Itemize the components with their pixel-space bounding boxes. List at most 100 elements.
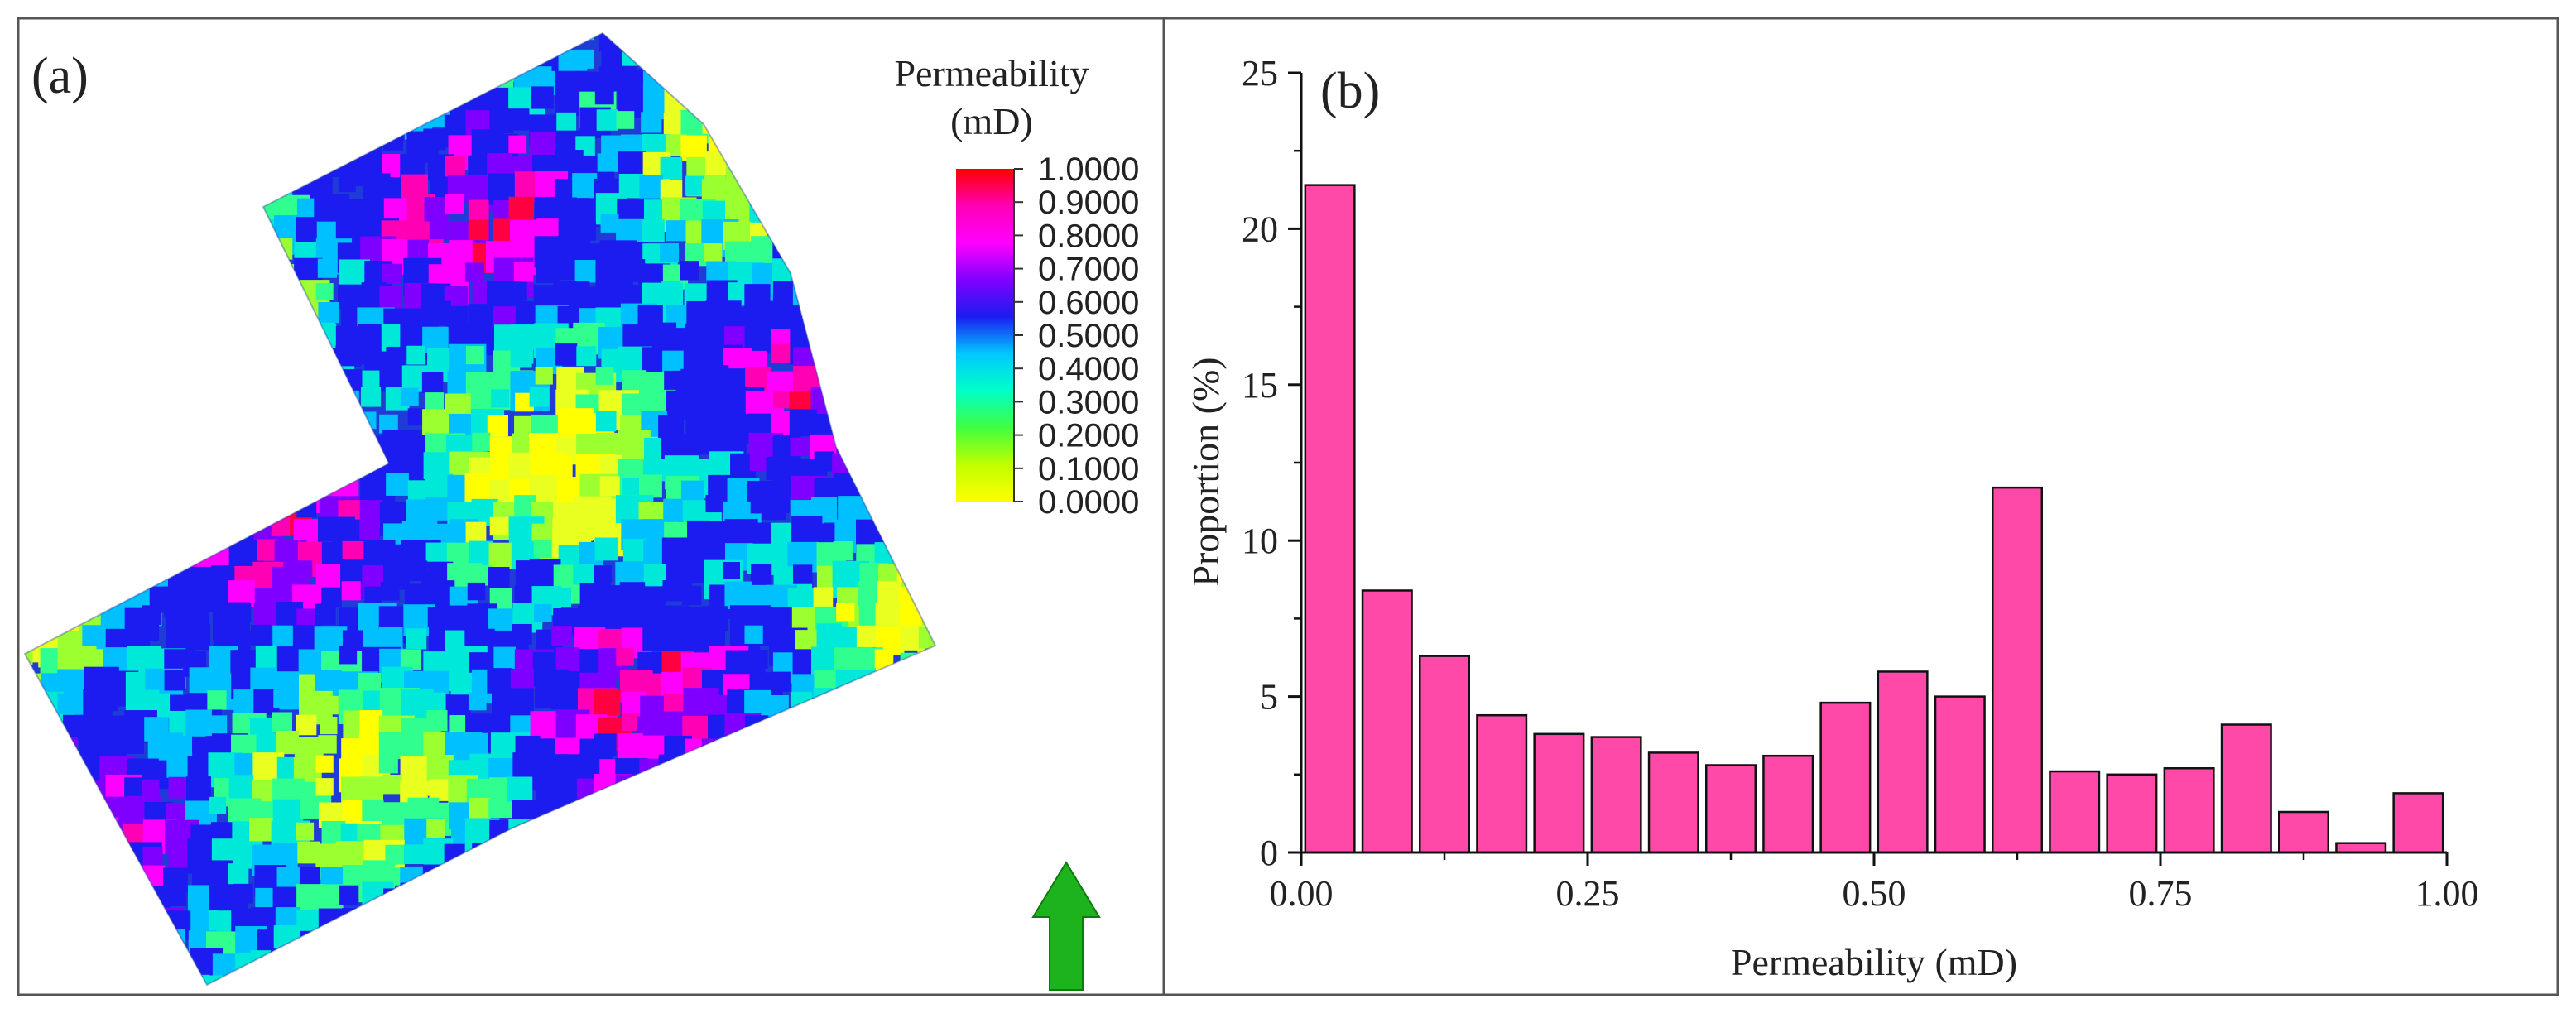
map-cell: [813, 69, 845, 101]
map-cell: [228, 108, 260, 142]
map-cell: [142, 623, 160, 641]
histogram-bar: [2163, 767, 2215, 854]
map-cell: [878, 929, 918, 968]
map-cell: [211, 838, 234, 861]
map-cell: [364, 972, 396, 985]
map-cell: [423, 50, 443, 70]
map-cell: [813, 587, 834, 607]
map-cell: [82, 478, 116, 511]
map-cell: [339, 885, 359, 905]
map-cell: [900, 285, 932, 317]
map-cell: [62, 260, 87, 285]
map-cell: [210, 365, 243, 398]
map-cell: [429, 888, 453, 912]
map-cell: [299, 345, 320, 367]
map-cell: [507, 281, 527, 301]
map-cell: [942, 560, 970, 588]
map-cell: [637, 953, 669, 985]
map-cell: [149, 433, 184, 468]
map-cell: [186, 259, 206, 279]
map-cell: [426, 973, 449, 985]
map-cell: [809, 237, 843, 271]
map-cell: [749, 453, 768, 472]
map-cell: [749, 738, 788, 777]
map-cell: [877, 498, 911, 531]
map-cell: [489, 46, 517, 74]
map-cell: [445, 305, 469, 329]
map-cell: [852, 843, 886, 877]
map-cell: [105, 459, 129, 483]
map-cell: [723, 948, 752, 977]
map-cell: [830, 691, 862, 723]
map-cell: [900, 367, 925, 391]
map-cell: [793, 757, 822, 787]
map-cell: [57, 781, 96, 820]
map-cell: [62, 434, 102, 473]
map-cell: [659, 953, 683, 977]
map-cell: [918, 626, 935, 649]
map-cell: [37, 243, 60, 265]
map-cell: [816, 89, 843, 115]
map-cell: [723, 818, 743, 838]
map-cell: [832, 822, 858, 848]
map-cell: [594, 733, 617, 756]
map-cell: [186, 411, 208, 432]
map-cell: [467, 862, 495, 891]
map-cell: [127, 500, 153, 526]
map-cell: [464, 903, 499, 938]
map-cell: [858, 778, 888, 809]
map-cell: [79, 845, 105, 872]
map-cell: [25, 264, 46, 292]
map-cell: [143, 516, 181, 553]
map-cell: [168, 369, 204, 405]
map-cell: [814, 345, 838, 368]
map-cell: [105, 281, 126, 303]
map-cell: [37, 797, 72, 832]
map-cell: [358, 776, 384, 801]
map-cell: [406, 345, 425, 365]
map-cell: [228, 775, 254, 800]
map-cell: [427, 952, 449, 973]
map-cell: [855, 368, 882, 396]
map-cell: [684, 33, 725, 67]
map-cell: [80, 951, 122, 985]
map-cell: [747, 799, 787, 838]
map-cell: [622, 925, 642, 945]
map-cell: [510, 972, 542, 985]
map-cell: [644, 800, 674, 830]
map-cell: [723, 326, 746, 348]
histogram-bar: [1590, 736, 1642, 854]
map-cell: [163, 241, 186, 264]
map-cell: [809, 130, 850, 170]
map-cell: [381, 948, 406, 973]
map-cell: [427, 607, 448, 627]
map-cell: [550, 33, 574, 47]
map-cell: [577, 221, 597, 241]
map-cell: [62, 348, 102, 387]
map-cell: [299, 151, 323, 175]
map-cell: [576, 346, 597, 367]
map-cell: [685, 823, 713, 849]
map-cell: [531, 842, 558, 870]
map-cell: [407, 239, 430, 262]
map-cell: [339, 930, 369, 961]
map-cell: [60, 929, 102, 969]
map-cell: [339, 368, 363, 392]
map-cell: [901, 348, 926, 373]
map-cell: [792, 564, 813, 584]
legend-title-line1: Permeability: [894, 52, 1089, 94]
map-cell: [337, 47, 358, 68]
map-cell: [877, 862, 919, 903]
map-cell: [164, 670, 185, 691]
map-cell: [535, 688, 555, 708]
map-cell: [249, 324, 268, 343]
map-cell: [58, 322, 86, 351]
map-cell: [142, 948, 183, 985]
map-cell: [600, 823, 634, 857]
map-cell: [25, 413, 50, 447]
map-cell: [233, 239, 251, 257]
map-cell: [382, 33, 412, 56]
map-cell: [363, 690, 383, 711]
map-cell: [550, 839, 590, 879]
colorbar-tick-label: 1.0000: [1038, 151, 1139, 188]
